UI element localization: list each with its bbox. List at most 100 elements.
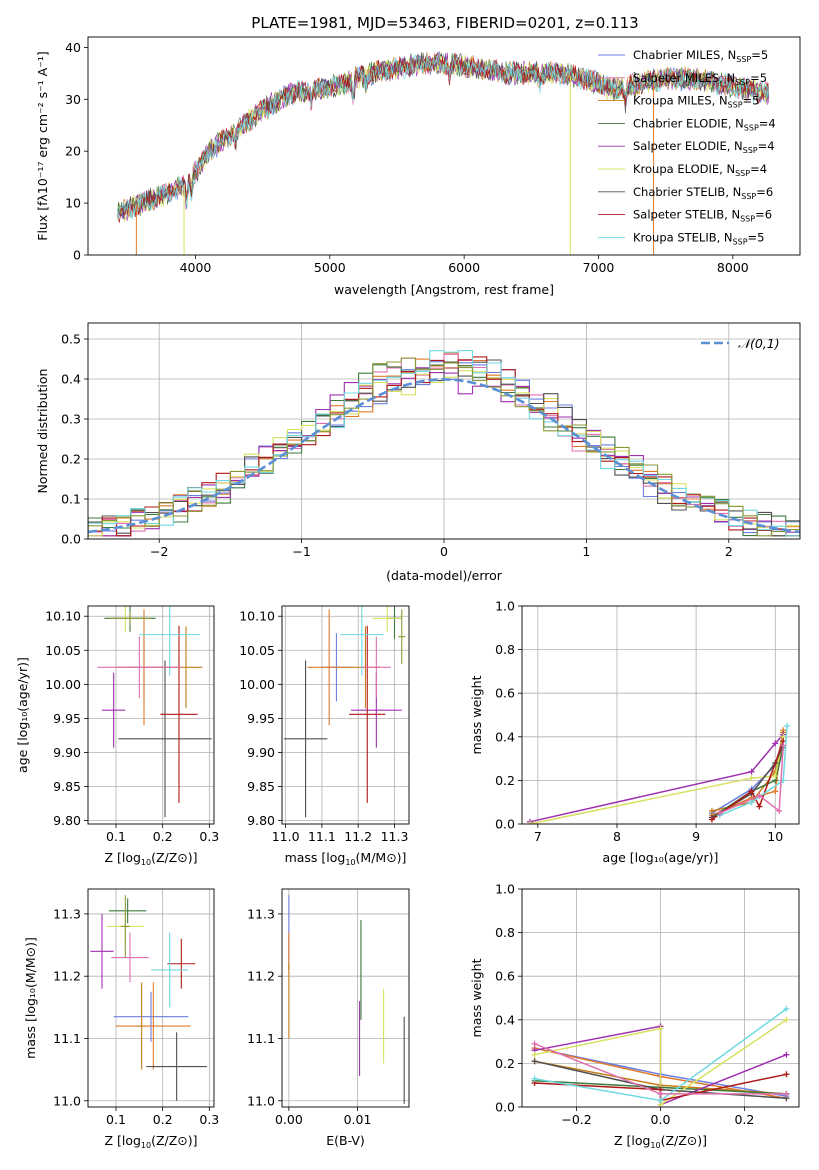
y-axis-label: Flux [fλ10⁻¹⁷ erg cm⁻² s⁻¹ A⁻¹] [35, 51, 50, 240]
legend-entry: Kroupa ELODIE, NSSP=4 [633, 162, 767, 178]
weight-marker [708, 807, 715, 814]
y-tick-label: 9.80 [53, 813, 81, 828]
weight-marker [783, 1005, 790, 1012]
legend-entry: 𝒩(0,1) [738, 336, 780, 351]
spectrum-line-9 [117, 53, 770, 220]
x-tick-label: 0.0 [651, 1112, 671, 1127]
y-tick-label: 40 [65, 40, 81, 55]
weight-line-4 [711, 747, 784, 819]
y-tick-label: 10.00 [45, 677, 81, 692]
y-axis-label: age [log₁₀(age/yr)] [15, 657, 30, 773]
y-tick-label: 0.0 [61, 532, 81, 547]
y-tick-label: 0.2 [495, 1056, 515, 1071]
x-tick-label: 11.2 [344, 829, 372, 844]
x-axis-label: E(B-V) [326, 1133, 365, 1148]
weight-marker [708, 816, 715, 823]
x-axis-label: (data-model)/error [386, 568, 503, 583]
y-tick-label: 20 [65, 144, 81, 159]
weight-line-10 [719, 745, 784, 814]
y-tick-label: 11.3 [53, 906, 81, 921]
spectrum-lines [117, 51, 770, 255]
histogram-series-10 [88, 357, 800, 537]
y-tick-label: 0.4 [495, 1012, 515, 1027]
x-axis-label: age [log₁₀(age/yr)] [603, 850, 719, 865]
y-axis-label: mass weight [469, 958, 484, 1037]
x-tick-label: 11.0 [272, 829, 300, 844]
mass-vs-reddening-panel: 0.00 0.01 11.0 11.1 11.2 11.3 E(B-V) [247, 888, 410, 1148]
weight-line-9 [719, 725, 788, 816]
y-tick-label: 1.0 [495, 882, 515, 897]
y-tick-label: 0.2 [61, 452, 81, 467]
y-tick-label: 0.0 [495, 817, 515, 832]
errorbar-point [398, 609, 406, 664]
y-axis-label: mass weight [469, 675, 484, 754]
errorbar-point [113, 991, 189, 1042]
errorbar-point [151, 932, 189, 1008]
x-tick-label: 7000 [583, 260, 615, 275]
weight-marker [780, 742, 787, 749]
y-tick-label: 0.4 [61, 372, 81, 387]
errorbar-point [111, 932, 149, 983]
legend-entry: Kroupa MILES, NSSP=5 [633, 94, 759, 110]
errorbars [97, 606, 212, 818]
y-tick-label: 0.1 [61, 492, 81, 507]
x-tick-label: 6000 [448, 260, 480, 275]
weight-line-5 [529, 734, 784, 823]
errorbar-point [146, 1032, 207, 1101]
y-tick-label: 0.8 [495, 642, 515, 657]
figure-title: PLATE=1981, MJD=53463, FIBERID=0201, z=0… [251, 14, 638, 32]
x-tick-label: 0.2 [734, 1112, 754, 1127]
y-tick-label: 10.10 [45, 609, 81, 624]
weight-marker [783, 1071, 790, 1078]
axes-frame [281, 605, 410, 825]
y-tick-label: 0.0 [495, 1100, 515, 1115]
errorbar-point [116, 982, 191, 1070]
x-tick-label: 0 [440, 544, 448, 559]
y-tick-label: 11.1 [53, 1031, 81, 1046]
weight-marker [657, 1025, 664, 1032]
y-tick-label: 11.2 [247, 969, 275, 984]
errorbars [283, 606, 406, 818]
age-vs-mass-panel: 11.0 11.1 11.2 11.3 9.80 9.85 9.90 9.95 10.00 10.… [239, 605, 410, 867]
x-axis-label: Z [log10(Z/Z⊙)] [104, 1133, 197, 1150]
x-tick-label: 0.3 [199, 829, 219, 844]
legend-entry: Salpeter STELIB, NSSP=6 [633, 208, 772, 224]
legend-entry: Chabrier ELODIE, NSSP=4 [633, 116, 776, 132]
y-axis-label: mass [log₁₀(M/M⊙)] [23, 937, 38, 1059]
weight-marker [772, 740, 779, 747]
y-tick-label: 0.3 [61, 412, 81, 427]
y-tick-label: 9.90 [247, 745, 275, 760]
weight-marker [748, 799, 755, 806]
weight-marker [531, 1051, 538, 1058]
x-tick-label: 0.2 [153, 1112, 173, 1127]
y-tick-label: 11.2 [53, 969, 81, 984]
legend: 𝒩(0,1) [701, 336, 780, 351]
x-tick-label: 1 [582, 544, 590, 559]
errorbar-point [90, 913, 114, 989]
errorbar-point [102, 672, 126, 748]
weight-vs-metallicity-panel: −0.2 0.0 0.2 0.0 0.2 0.4 0.6 0.8 1.0 Z [log10(Z/Z… [469, 882, 800, 1150]
x-tick-label: 0.00 [275, 1112, 303, 1127]
errorbars [288, 895, 405, 1104]
y-tick-label: 0.8 [495, 925, 515, 940]
residual-histogram-panel: −2 −1 0 1 2 0.0 0.1 0.2 0.3 0.4 0.5 (data-model)/er… [35, 322, 801, 583]
y-tick-label: 0.2 [495, 773, 515, 788]
axes-frame [87, 322, 801, 540]
y-tick-label: 9.90 [53, 745, 81, 760]
legend: Chabrier MILES, NSSP=5 Salpeter MILES, NS… [598, 48, 776, 246]
y-tick-label: 9.85 [53, 779, 81, 794]
y-tick-label: 10.10 [239, 609, 275, 624]
errorbar-point [118, 660, 212, 818]
x-tick-label: 0.01 [344, 1112, 372, 1127]
errorbar-point [109, 898, 147, 924]
x-tick-label: 11.3 [381, 829, 409, 844]
weight-marker [772, 773, 779, 780]
axes-frame [87, 888, 215, 1108]
weight-marker [756, 803, 763, 810]
x-tick-label: 8000 [717, 260, 749, 275]
weight-marker [776, 807, 783, 814]
normal-distribution-curve [88, 378, 800, 534]
weight-marker [748, 768, 755, 775]
x-tick-label: 7 [534, 829, 542, 844]
